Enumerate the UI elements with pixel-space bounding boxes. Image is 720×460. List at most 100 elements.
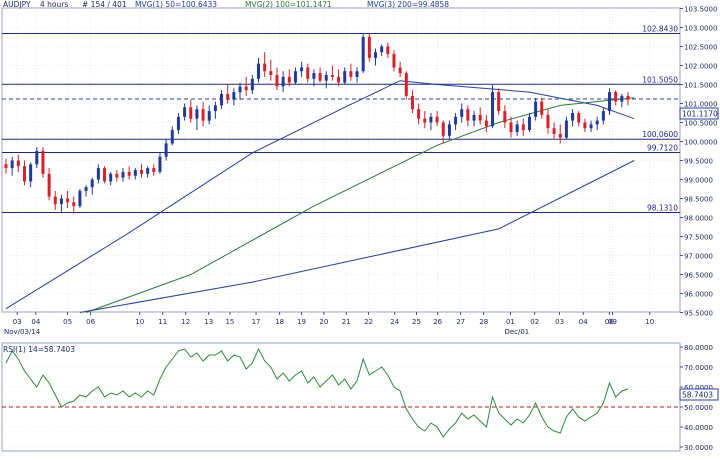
- candle-up: [447, 124, 451, 136]
- price-x-tick-label: 25: [412, 318, 421, 326]
- candle-down: [41, 151, 45, 174]
- candle-up: [29, 164, 33, 182]
- rsi-y-tick-label: 40.0000: [684, 424, 713, 432]
- candle-up: [472, 114, 476, 121]
- candle-up: [84, 187, 88, 191]
- candle-down: [410, 95, 414, 110]
- price-y-tick-label: 100.0000: [684, 139, 717, 147]
- price-x-tick-label: 17: [252, 318, 261, 326]
- candle-down: [558, 133, 562, 138]
- candle-up: [59, 198, 63, 205]
- header-ma3-label: MVG(3) 200=99.4858: [367, 0, 449, 9]
- candle-up: [207, 111, 211, 121]
- price-y-tick-label: 101.5000: [684, 82, 717, 90]
- candle-up: [571, 113, 575, 121]
- candle-down: [540, 101, 544, 115]
- rsi-y-tick-label: 50.0000: [684, 404, 713, 412]
- price-x-tick-label: 24: [390, 318, 399, 326]
- candle-down: [275, 75, 279, 87]
- candle-up: [460, 109, 464, 117]
- candle-down: [583, 122, 587, 129]
- candle-up: [90, 179, 94, 188]
- x-date-label: Nov/03/14: [4, 328, 41, 336]
- candle-up: [589, 124, 593, 129]
- candle-up: [527, 116, 531, 131]
- candle-up: [170, 130, 174, 144]
- ma200-line: [79, 160, 635, 313]
- candle-up: [10, 160, 14, 169]
- candle-down: [367, 37, 371, 58]
- price-x-tick-label: 18: [275, 318, 284, 326]
- candle-down: [626, 95, 630, 100]
- current-price-badge: [679, 107, 719, 120]
- candle-up: [146, 168, 150, 174]
- horizontal-level-label: 98.1310: [647, 204, 678, 213]
- candle-up: [220, 94, 224, 106]
- candle-up: [78, 190, 82, 207]
- price-y-tick-label: 102.0000: [684, 63, 717, 71]
- candle-down: [349, 71, 353, 77]
- price-y-tick-label: 95.5000: [684, 310, 713, 318]
- ma100-line: [85, 97, 635, 313]
- x-date-label: Dec/01: [504, 328, 529, 336]
- candle-down: [552, 128, 556, 134]
- candle-down: [263, 63, 267, 72]
- rsi-title: RSI(1) 14=58.7403: [3, 345, 75, 354]
- candle-down: [435, 116, 439, 123]
- rsi-y-tick-label: 30.0000: [684, 444, 713, 452]
- candle-down: [392, 54, 396, 68]
- candle-up: [374, 52, 378, 58]
- candle-down: [318, 73, 322, 81]
- candle-down: [47, 173, 51, 197]
- candle-up: [601, 111, 605, 121]
- price-x-tick-label: 02: [530, 318, 539, 326]
- price-y-tick-label: 101.0000: [684, 101, 717, 109]
- price-y-tick-label: 97.0000: [684, 253, 713, 261]
- header-ma1-label: MVG(1) 50=100.6433: [135, 0, 217, 9]
- candle-up: [380, 46, 384, 53]
- candle-down: [72, 202, 76, 207]
- rsi-current-badge: [679, 388, 719, 401]
- candle-down: [127, 171, 131, 176]
- candle-down: [152, 168, 156, 172]
- candle-down: [201, 109, 205, 121]
- rsi-y-tick-label: 70.0000: [684, 364, 713, 372]
- price-y-tick-label: 103.5000: [684, 6, 717, 14]
- price-x-tick-label: 10: [135, 318, 144, 326]
- candle-up: [109, 173, 113, 182]
- current-price-value: 101.1170: [682, 110, 718, 119]
- candle-down: [330, 75, 334, 77]
- price-x-tick-label: 27: [456, 318, 465, 326]
- candle-up: [300, 67, 304, 72]
- candle-up: [281, 76, 285, 87]
- price-y-tick-label: 102.5000: [684, 44, 717, 52]
- candle-up: [183, 107, 187, 117]
- price-x-tick-label: 11: [158, 318, 167, 326]
- candle-down: [386, 46, 390, 55]
- rsi-current-value: 58.7403: [682, 391, 713, 400]
- price-x-tick-label: 05: [63, 318, 72, 326]
- candle-up: [343, 71, 347, 83]
- candle-down: [306, 67, 310, 79]
- candle-down: [226, 94, 230, 100]
- candle-up: [293, 71, 297, 83]
- candle-up: [564, 120, 568, 138]
- candle-down: [478, 114, 482, 121]
- price-x-tick-label: 15: [225, 318, 234, 326]
- candle-down: [287, 76, 291, 83]
- candle-down: [139, 170, 143, 174]
- candle-down: [337, 76, 341, 83]
- header-symbol: AUDJPY: [3, 0, 31, 9]
- price-x-tick-label: 22: [364, 318, 373, 326]
- price-x-tick-label: 06: [605, 318, 614, 326]
- price-y-tick-label: 97.5000: [684, 234, 713, 242]
- candle-down: [577, 113, 581, 123]
- candle-down: [466, 109, 470, 121]
- candle-up: [491, 92, 495, 127]
- price-x-tick-label: 03: [555, 318, 564, 326]
- candle-down: [269, 71, 273, 75]
- candle-up: [256, 63, 260, 79]
- price-x-tick-label: 03: [13, 318, 22, 326]
- candle-up: [96, 168, 100, 180]
